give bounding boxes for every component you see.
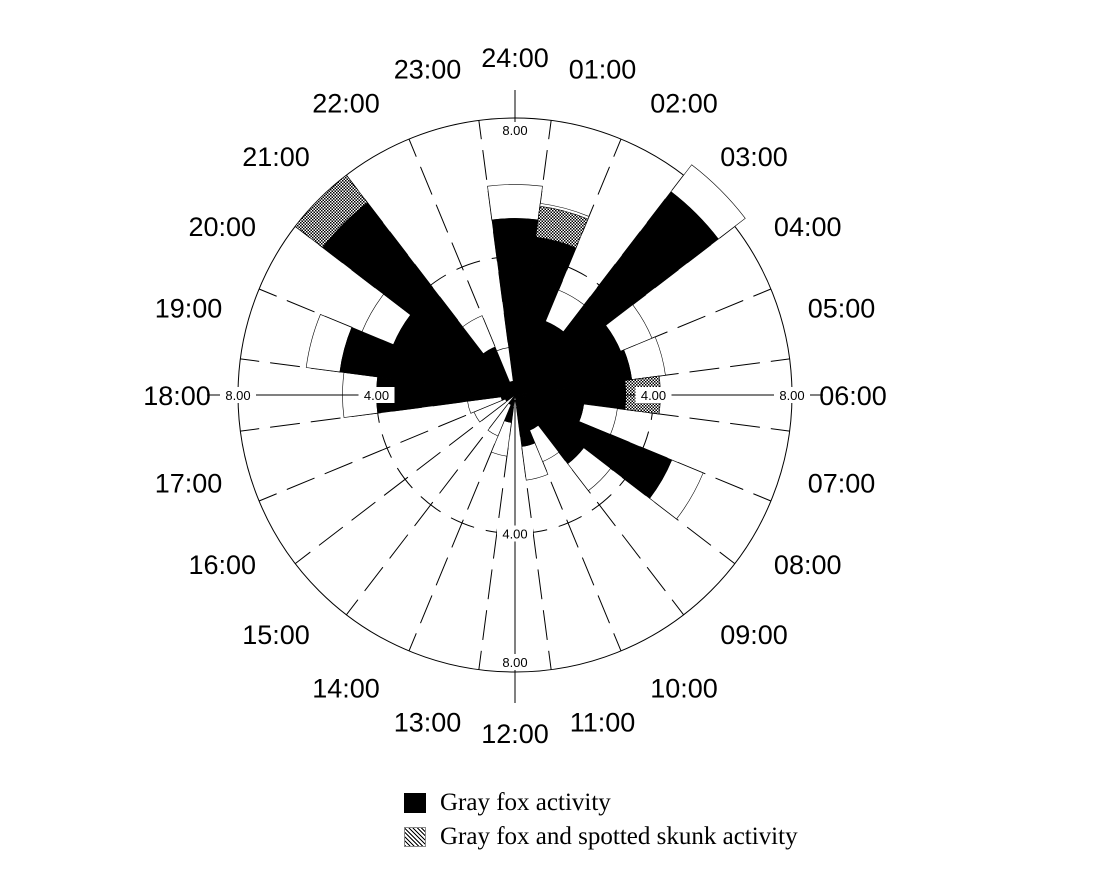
bar-gray-fox	[482, 346, 516, 396]
hour-label: 22:00	[312, 88, 380, 118]
hour-label: 19:00	[155, 294, 223, 324]
bar-gray-fox	[514, 394, 673, 499]
tick-label-bg	[220, 387, 256, 403]
hour-label: 07:00	[808, 468, 876, 498]
bar-gray-fox	[514, 394, 585, 465]
sector-divider	[294, 401, 506, 565]
sector-divider	[258, 399, 505, 502]
hour-label: 20:00	[188, 212, 256, 242]
hour-label: 05:00	[808, 294, 876, 324]
hour-label: 01:00	[569, 55, 637, 85]
bar-gray-fox	[514, 394, 536, 447]
hatched-swatch-icon	[404, 827, 426, 847]
radial-tick-label: 4.00	[502, 527, 527, 542]
hour-label: 10:00	[650, 674, 718, 704]
hour-label: 14:00	[312, 674, 380, 704]
radial-tick-label: 8.00	[502, 655, 527, 670]
bar-gray-fox	[339, 327, 516, 396]
bar-fox-skunk	[294, 174, 368, 248]
sector-divider	[345, 404, 509, 616]
radial-tick-label: 8.00	[225, 388, 250, 403]
hour-label: 03:00	[720, 142, 788, 172]
radial-tick-label: 4.00	[641, 388, 666, 403]
hour-label: 16:00	[188, 550, 256, 580]
hour-label: 12:00	[481, 719, 549, 749]
radial-tick-label: 8.00	[779, 388, 804, 403]
bar-gray-fox	[508, 394, 516, 405]
hour-label: 08:00	[774, 550, 842, 580]
legend-label: Gray fox and spotted skunk activity	[440, 823, 798, 850]
hour-label: 15:00	[242, 620, 310, 650]
tick-label-bg	[358, 387, 395, 403]
bar-gray-fox	[509, 380, 516, 396]
hour-label: 13:00	[394, 707, 462, 737]
activity-bars	[294, 164, 746, 520]
hour-label: 21:00	[242, 142, 310, 172]
radial-tick-label: 4.00	[364, 388, 389, 403]
tick-label-bg	[497, 654, 533, 670]
hour-label: 04:00	[774, 212, 842, 242]
hour-label: 17:00	[155, 468, 223, 498]
solid-swatch-icon	[404, 793, 426, 813]
hour-label: 18:00	[143, 381, 211, 411]
hour-label: 11:00	[570, 707, 636, 737]
legend-item-fox: Gray fox activity	[404, 786, 798, 820]
hour-label: 06:00	[819, 381, 887, 411]
tick-label-bg	[497, 525, 533, 542]
bar-fox-skunk	[535, 205, 589, 249]
radial-tick-label: 8.00	[502, 123, 527, 138]
hour-label: 09:00	[720, 620, 788, 650]
bar-gap	[487, 184, 543, 221]
hour-label: 24:00	[481, 43, 549, 73]
tick-label-bg	[774, 387, 810, 403]
hour-label: 02:00	[650, 88, 718, 118]
tick-label-bg	[497, 122, 533, 138]
tick-label-bg	[635, 387, 672, 403]
radial-axes: 4.00 8.00 4.00 8.00 4.00 8.00 8.00	[207, 90, 823, 703]
legend-item-fox-skunk: Gray fox and spotted skunk activity	[404, 820, 798, 854]
bar-gray-fox	[514, 191, 719, 396]
hour-label: 23:00	[394, 55, 462, 85]
legend: Gray fox activity Gray fox and spotted s…	[404, 786, 798, 854]
legend-label: Gray fox activity	[440, 789, 611, 816]
